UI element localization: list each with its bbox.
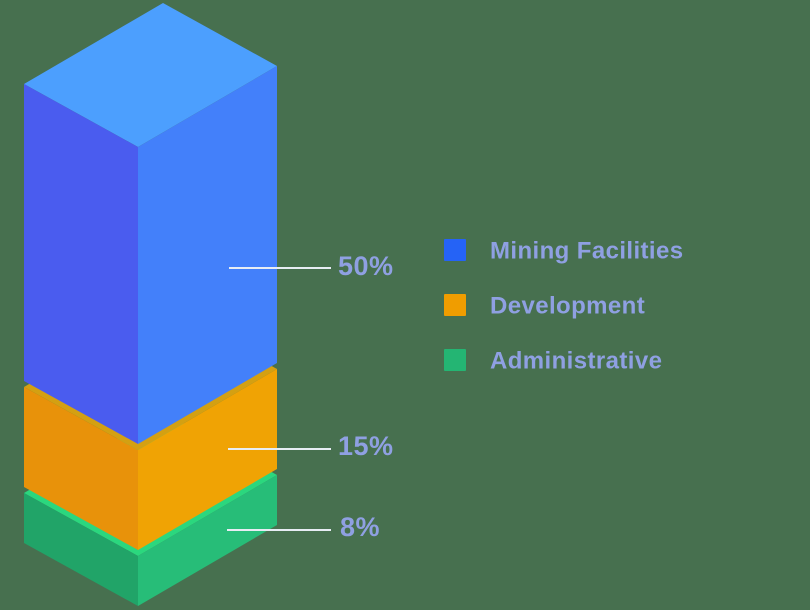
legend-label-administrative: Administrative (490, 348, 662, 375)
mining-facilities-right-face (138, 66, 277, 444)
value-label-mining-facilities: 50% (338, 251, 394, 281)
legend-label-development: Development (490, 293, 645, 320)
administrative-right-face (138, 475, 277, 606)
mining-facilities-left-face (24, 84, 138, 444)
chart-legend: Mining Facilities Development Administra… (444, 238, 684, 375)
administrative-left-face (24, 493, 138, 606)
legend-item-mining-facilities: Mining Facilities (444, 238, 684, 265)
legend-item-administrative: Administrative (444, 348, 662, 375)
mining-facilities-top-face (24, 3, 277, 147)
legend-item-development: Development (444, 293, 645, 320)
value-label-development: 15% (338, 431, 394, 461)
development-left-face (24, 387, 138, 550)
callout-development: 15% (228, 431, 394, 461)
legend-swatch-development (444, 294, 466, 316)
callout-mining-facilities: 50% (229, 251, 394, 281)
legend-swatch-mining-facilities (444, 239, 466, 261)
bar-segment-mining-facilities (24, 3, 277, 444)
legend-swatch-administrative (444, 349, 466, 371)
value-label-administrative: 8% (340, 512, 380, 542)
development-right-face (138, 369, 277, 550)
legend-label-mining-facilities: Mining Facilities (490, 238, 684, 265)
callout-administrative: 8% (227, 512, 380, 542)
